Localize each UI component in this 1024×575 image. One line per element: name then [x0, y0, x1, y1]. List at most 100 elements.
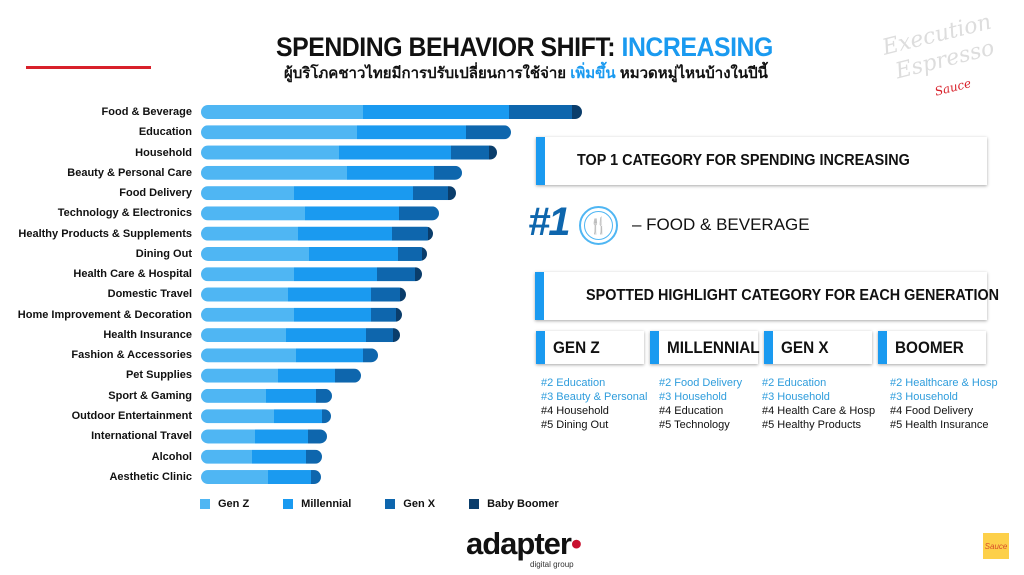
generation-ranking-list: #2 Food Delivery #3 Household #4 Education…	[659, 376, 742, 432]
legend-item: Baby Boomer	[469, 498, 559, 510]
bar-segment-baby-boomer	[415, 267, 422, 282]
category-label: Home Improvement & Decoration	[17, 308, 192, 321]
legend-swatch	[200, 499, 210, 509]
bar-segment-gen-z	[201, 267, 294, 282]
ranking-item: #2 Healthcare & Hosp	[890, 377, 998, 389]
bar-segment-gen-z	[201, 470, 268, 485]
category-label: Food & Beverage	[101, 106, 192, 118]
bar-segment-gen-x	[311, 470, 321, 485]
generation-card: GEN X	[764, 331, 872, 364]
bar-segment-baby-boomer	[393, 328, 400, 343]
bar-segment-millennial	[294, 186, 413, 201]
bar-segment-gen-x	[308, 429, 327, 444]
category-label: Fashion & Accessories	[71, 349, 192, 362]
bar-segment-millennial	[309, 246, 398, 261]
category-label: Healthy Products & Supplements	[18, 227, 192, 240]
generation-card: MILLENNIAL	[650, 331, 760, 364]
bar-segment-gen-z	[201, 105, 363, 119]
bar-segment-millennial	[274, 409, 322, 424]
bar-segment-baby-boomer	[400, 287, 406, 302]
generation-ranking-list: #2 Healthcare & Hosp #3 Household #4 Food …	[890, 376, 998, 432]
bar-segment-gen-z	[201, 287, 288, 302]
ranking-item: #4 Household	[541, 405, 609, 417]
bar-segment-millennial	[363, 105, 509, 119]
category-label: Pet Supplies	[125, 369, 192, 382]
generation-ranking-list: #2 Education #3 Beauty & Personal #4 House…	[541, 376, 647, 432]
bar-segment-gen-z	[201, 409, 274, 424]
category-label: Household	[135, 146, 192, 159]
top1-heading-card: TOP 1 CATEGORY FOR SPENDING INCREASING	[536, 137, 987, 185]
bar-segment-baby-boomer	[448, 186, 456, 201]
legend-swatch	[385, 499, 396, 509]
ranking-item: #5 Healthy Products	[762, 419, 862, 431]
page-subtitle: ผู้บริโภคชาวไทยมีการปรับเปลี่ยนการใช้จ่า…	[284, 64, 768, 84]
ranking-item: #5 Dining Out	[541, 419, 609, 431]
ranking-item: #4 Education	[659, 405, 724, 417]
category-label: Sport & Gaming	[108, 389, 192, 402]
title-highlight: INCREASING	[621, 32, 774, 62]
legend-item: Gen X	[385, 498, 435, 510]
category-label: Aesthetic Clinic	[109, 470, 192, 483]
bar-segment-baby-boomer	[428, 226, 433, 241]
legend-item: Gen Z	[200, 498, 249, 510]
legend-swatch	[469, 499, 480, 509]
bar-segment-gen-x	[392, 226, 428, 241]
stacked-bar-chart	[201, 105, 582, 485]
legend-swatch	[283, 499, 294, 509]
bar-segment-millennial	[286, 328, 366, 343]
bar-segment-baby-boomer	[572, 105, 582, 119]
category-label: Health Care & Hospital	[73, 268, 192, 281]
bar-segment-gen-z	[201, 449, 252, 464]
top1-heading: TOP 1 CATEGORY FOR SPENDING INCREASING	[577, 152, 910, 169]
bar-segment-gen-z	[201, 165, 347, 180]
ranking-item: #3 Beauty & Personal	[541, 391, 648, 403]
category-label: Dining Out	[135, 247, 192, 260]
bar-segment-millennial	[305, 206, 399, 221]
bar-segment-gen-x	[466, 125, 511, 140]
bar-segment-millennial	[357, 125, 466, 140]
bar-segment-gen-x	[434, 165, 462, 180]
ranking-item: #5 Technology	[659, 419, 730, 431]
bar-segment-millennial	[347, 165, 434, 180]
adapter-logo-sub: digital group	[530, 560, 574, 569]
legend-label: Gen Z	[218, 498, 250, 510]
bar-segment-millennial	[296, 348, 363, 363]
bar-segment-baby-boomer	[422, 246, 427, 261]
ranking-item: #2 Education	[541, 377, 606, 389]
ranking-item: #2 Education	[762, 377, 827, 389]
page-title: SPENDING BEHAVIOR SHIFT: INCREASING	[276, 34, 773, 61]
legend-label: Millennial	[301, 498, 352, 510]
bar-segment-gen-x	[398, 246, 422, 261]
category-label: International Travel	[91, 430, 192, 443]
bar-segment-gen-x	[322, 409, 331, 424]
category-label: Food Delivery	[119, 187, 192, 200]
bar-segment-millennial	[294, 267, 377, 282]
title-main: SPENDING BEHAVIOR SHIFT:	[276, 32, 616, 62]
generation-ranking-list: #2 Education #3 Household #4 Health Care &…	[762, 376, 875, 432]
bar-segment-millennial	[268, 470, 311, 485]
bar-segment-gen-z	[201, 368, 278, 383]
bar-segment-gen-x	[509, 105, 572, 119]
bar-segment-gen-z	[201, 246, 309, 261]
category-label: Alcohol	[151, 450, 192, 463]
bar-segment-millennial	[339, 145, 451, 160]
bar-segment-gen-x	[371, 287, 400, 302]
bar-segment-gen-z	[201, 125, 357, 140]
ranking-item: #5 Health Insurance	[890, 419, 989, 431]
legend-label: Baby Boomer	[487, 498, 559, 510]
category-label: Beauty & Personal Care	[67, 166, 192, 179]
generation-card: BOOMER	[878, 331, 986, 364]
bar-segment-baby-boomer	[489, 145, 497, 160]
subtitle-highlight: เพิ่มขึ้น	[570, 65, 616, 82]
bar-segment-gen-x	[316, 388, 332, 403]
subtitle-pre: ผู้บริโภคชาวไทยมีการปรับเปลี่ยนการใช้จ่า…	[284, 65, 567, 82]
bar-segment-gen-z	[201, 388, 266, 403]
bar-segment-gen-z	[201, 348, 296, 363]
legend-item: Millennial	[283, 498, 351, 510]
adapter-logo: adapter•	[466, 526, 582, 561]
bar-segment-gen-x	[371, 307, 396, 322]
bar-segment-millennial	[266, 388, 316, 403]
bar-segment-millennial	[255, 429, 308, 444]
bar-segment-gen-x	[413, 186, 448, 201]
sauce-badge: Sauce	[983, 533, 1009, 559]
